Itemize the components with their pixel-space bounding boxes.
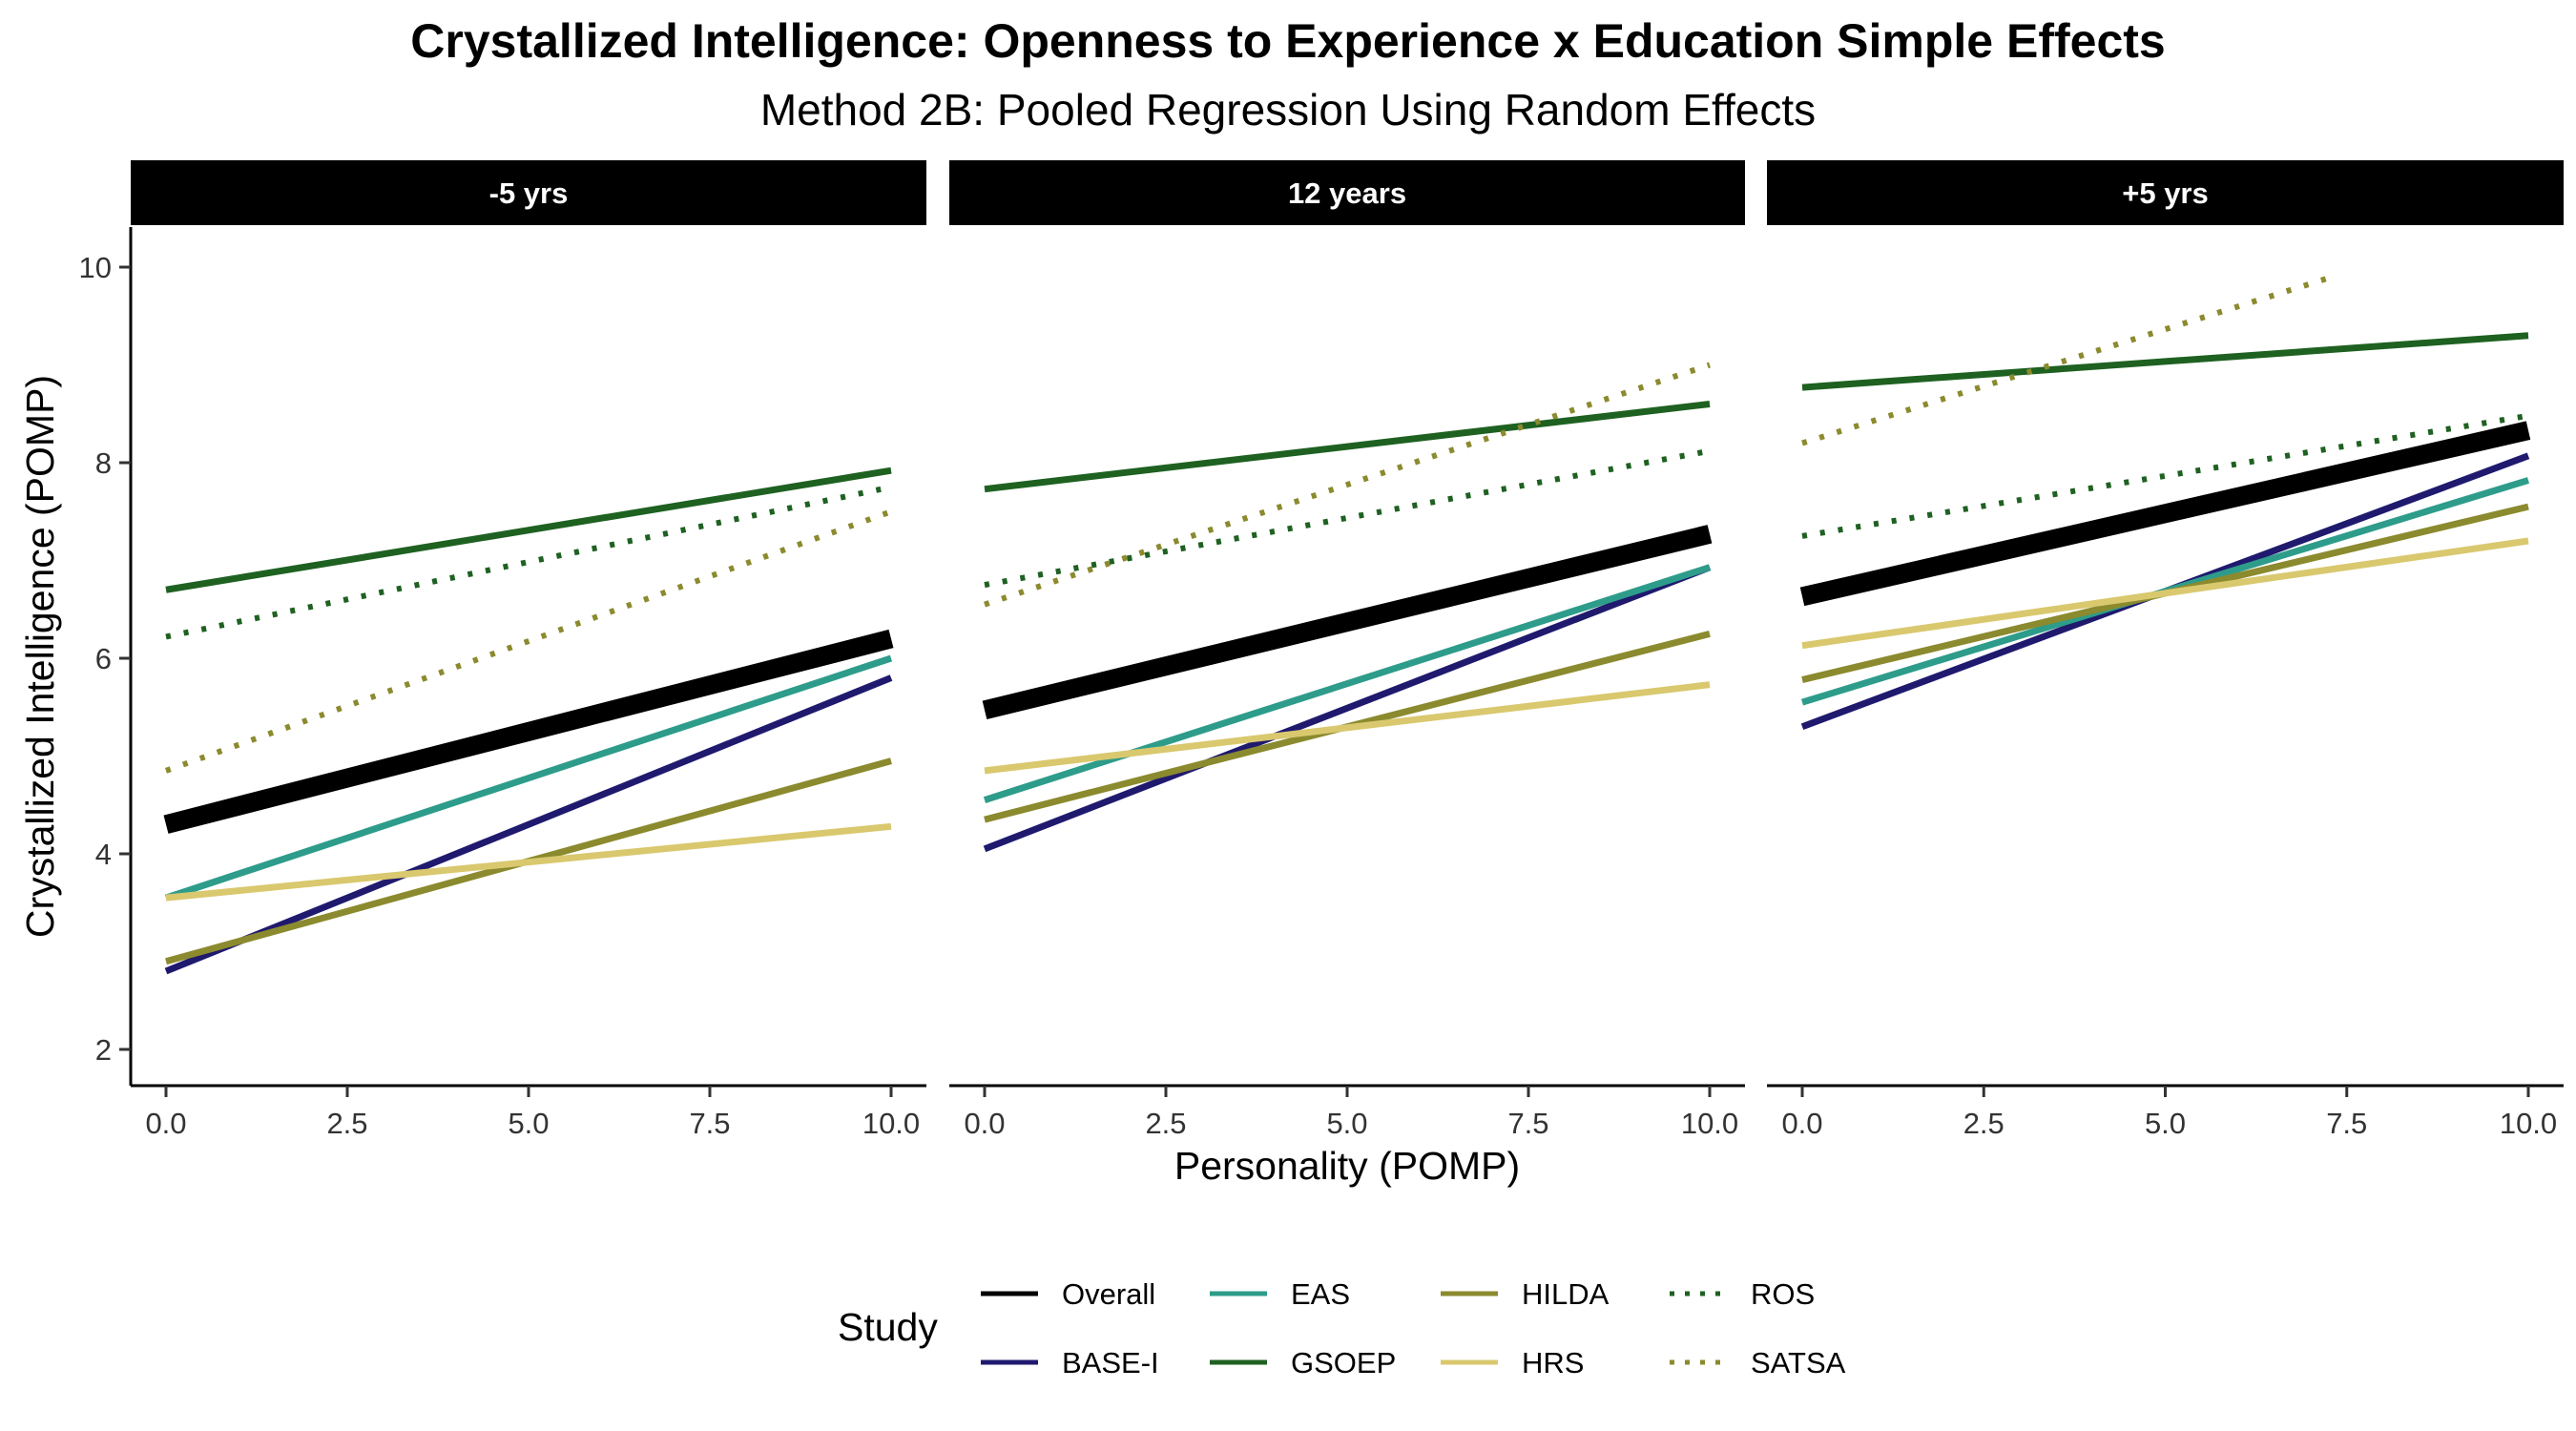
series-line-overall bbox=[163, 629, 894, 834]
x-tick-label: 0.0 bbox=[964, 1107, 1005, 1140]
legend-title: Study bbox=[838, 1305, 938, 1349]
facet-strip bbox=[131, 160, 926, 225]
legend-label: BASE-I bbox=[1062, 1346, 1159, 1379]
x-tick-label: 2.5 bbox=[326, 1107, 367, 1140]
series-line-gsoep bbox=[984, 401, 1711, 493]
series-line-overall bbox=[982, 525, 1713, 720]
y-tick-label: 4 bbox=[95, 838, 112, 871]
series-line-satsa bbox=[1801, 274, 2334, 446]
series-line-overall bbox=[1799, 421, 2531, 607]
series-line-eas bbox=[983, 564, 1712, 803]
y-tick-label: 2 bbox=[95, 1033, 112, 1067]
facet-strip bbox=[949, 160, 1745, 225]
x-axis-title: Personality (POMP) bbox=[1174, 1144, 1520, 1188]
x-tick-label: 7.5 bbox=[2326, 1107, 2367, 1140]
series-line-eas bbox=[164, 654, 893, 902]
series-line-hrs bbox=[984, 681, 1711, 775]
x-tick-label: 0.0 bbox=[145, 1107, 186, 1140]
x-tick-label: 2.5 bbox=[1145, 1107, 1186, 1140]
x-tick-label: 0.0 bbox=[1781, 1107, 1822, 1140]
x-tick-label: 10.0 bbox=[2500, 1107, 2557, 1140]
x-tick-label: 5.0 bbox=[2145, 1107, 2186, 1140]
facet-label: 12 years bbox=[1288, 176, 1406, 210]
legend-label: ROS bbox=[1751, 1277, 1815, 1311]
series-line-gsoep bbox=[1801, 332, 2529, 391]
x-tick-label: 2.5 bbox=[1963, 1107, 2005, 1140]
facet-label: +5 yrs bbox=[2122, 176, 2209, 210]
series-line-satsa bbox=[984, 362, 1711, 608]
legend-label: HRS bbox=[1522, 1346, 1584, 1379]
x-tick-label: 7.5 bbox=[1507, 1107, 1548, 1140]
series-line-satsa bbox=[164, 508, 893, 774]
chart-title: Crystallized Intelligence: Openness to E… bbox=[410, 14, 2166, 68]
series-line-gsoep bbox=[165, 467, 892, 593]
series-line-base-i bbox=[164, 674, 893, 975]
chart-subtitle: Method 2B: Pooled Regression Using Rando… bbox=[759, 85, 1817, 135]
legend-label: GSOEP bbox=[1291, 1346, 1396, 1379]
facet-strip bbox=[1767, 160, 2564, 225]
legend-label: HILDA bbox=[1522, 1277, 1610, 1311]
y-tick-label: 10 bbox=[79, 251, 112, 284]
x-tick-label: 5.0 bbox=[1326, 1107, 1367, 1140]
x-tick-label: 10.0 bbox=[1681, 1107, 1738, 1140]
legend-label: Overall bbox=[1062, 1277, 1155, 1311]
y-tick-label: 6 bbox=[95, 642, 112, 675]
x-tick-label: 10.0 bbox=[862, 1107, 920, 1140]
series-line-hrs bbox=[165, 822, 892, 902]
series-line-base-i bbox=[983, 564, 1712, 853]
facet-label: -5 yrs bbox=[489, 176, 569, 210]
series-line-hrs bbox=[1801, 537, 2529, 650]
x-tick-label: 5.0 bbox=[508, 1107, 549, 1140]
y-axis-title: Crystallized Intelligence (POMP) bbox=[18, 375, 62, 938]
y-tick-label: 8 bbox=[95, 446, 112, 480]
series-line-ros bbox=[165, 484, 892, 640]
legend-label: EAS bbox=[1291, 1277, 1350, 1311]
x-tick-label: 7.5 bbox=[689, 1107, 730, 1140]
legend-label: SATSA bbox=[1751, 1346, 1846, 1379]
